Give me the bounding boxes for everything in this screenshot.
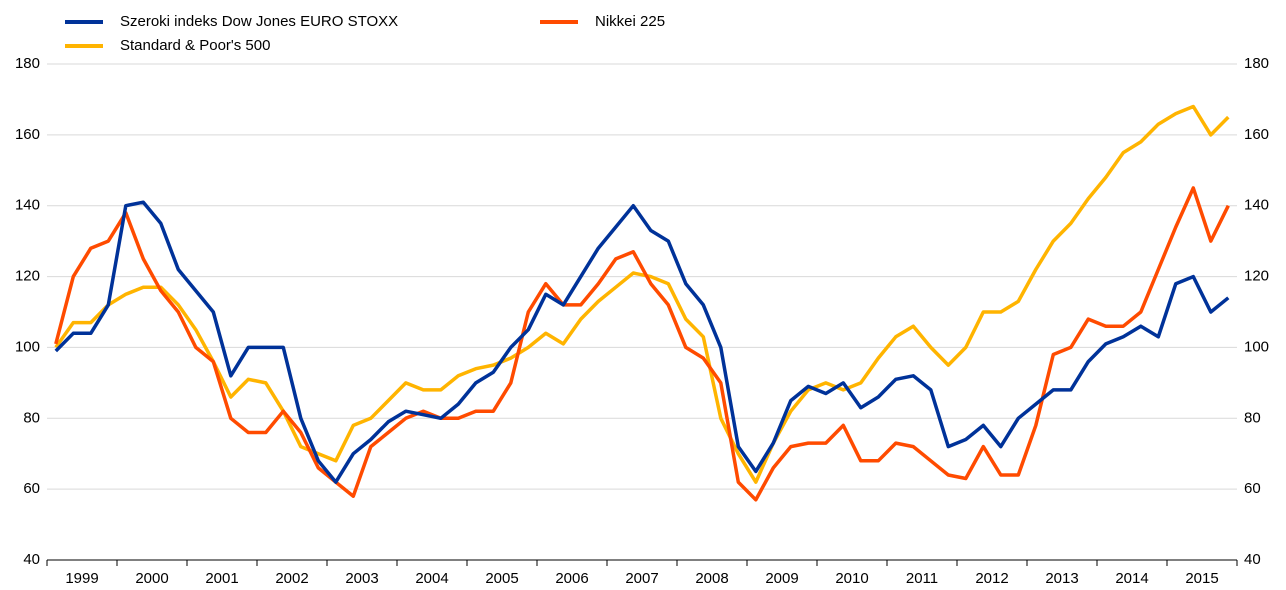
y-tick-label-right: 180 [1244, 55, 1269, 72]
x-tick-label: 2002 [275, 570, 308, 587]
x-tick-label: 2003 [345, 570, 378, 587]
y-tick-label-right: 60 [1244, 480, 1261, 497]
y-tick-label-right: 40 [1244, 551, 1261, 568]
x-tick-label: 2010 [835, 570, 868, 587]
y-tick-label: 100 [15, 338, 40, 355]
y-tick-label: 160 [15, 126, 40, 143]
y-tick-label: 120 [15, 268, 40, 285]
x-tick-label: 2001 [205, 570, 238, 587]
x-tick-label: 2004 [415, 570, 448, 587]
x-tick-label: 2013 [1045, 570, 1078, 587]
x-tick-label: 2009 [765, 570, 798, 587]
x-tick-label: 1999 [65, 570, 98, 587]
series-line [54, 200, 1230, 484]
x-tick-label: 2000 [135, 570, 168, 587]
y-tick-label: 80 [23, 409, 40, 426]
y-tick-label: 40 [23, 551, 40, 568]
x-tick-label: 2007 [625, 570, 658, 587]
x-tick-label: 2014 [1115, 570, 1148, 587]
legend-label: Szeroki indeks Dow Jones EURO STOXX [120, 13, 398, 30]
y-tick-label: 180 [15, 55, 40, 72]
x-tick-label: 2012 [975, 570, 1008, 587]
legend-label: Standard & Poor's 500 [120, 37, 270, 54]
x-tick-label: 2005 [485, 570, 518, 587]
y-tick-label: 60 [23, 480, 40, 497]
x-tick-label: 2008 [695, 570, 728, 587]
y-tick-label-right: 140 [1244, 197, 1269, 214]
y-tick-label-right: 160 [1244, 126, 1269, 143]
series-line [54, 104, 1230, 484]
series-line [54, 186, 1230, 502]
x-tick-label: 2011 [906, 570, 938, 587]
x-tick-label: 2006 [555, 570, 588, 587]
legend-label: Nikkei 225 [595, 13, 665, 30]
y-tick-label: 140 [15, 197, 40, 214]
y-tick-label-right: 100 [1244, 338, 1269, 355]
y-tick-label-right: 80 [1244, 409, 1261, 426]
y-tick-label-right: 120 [1244, 268, 1269, 285]
x-tick-label: 2015 [1185, 570, 1218, 587]
